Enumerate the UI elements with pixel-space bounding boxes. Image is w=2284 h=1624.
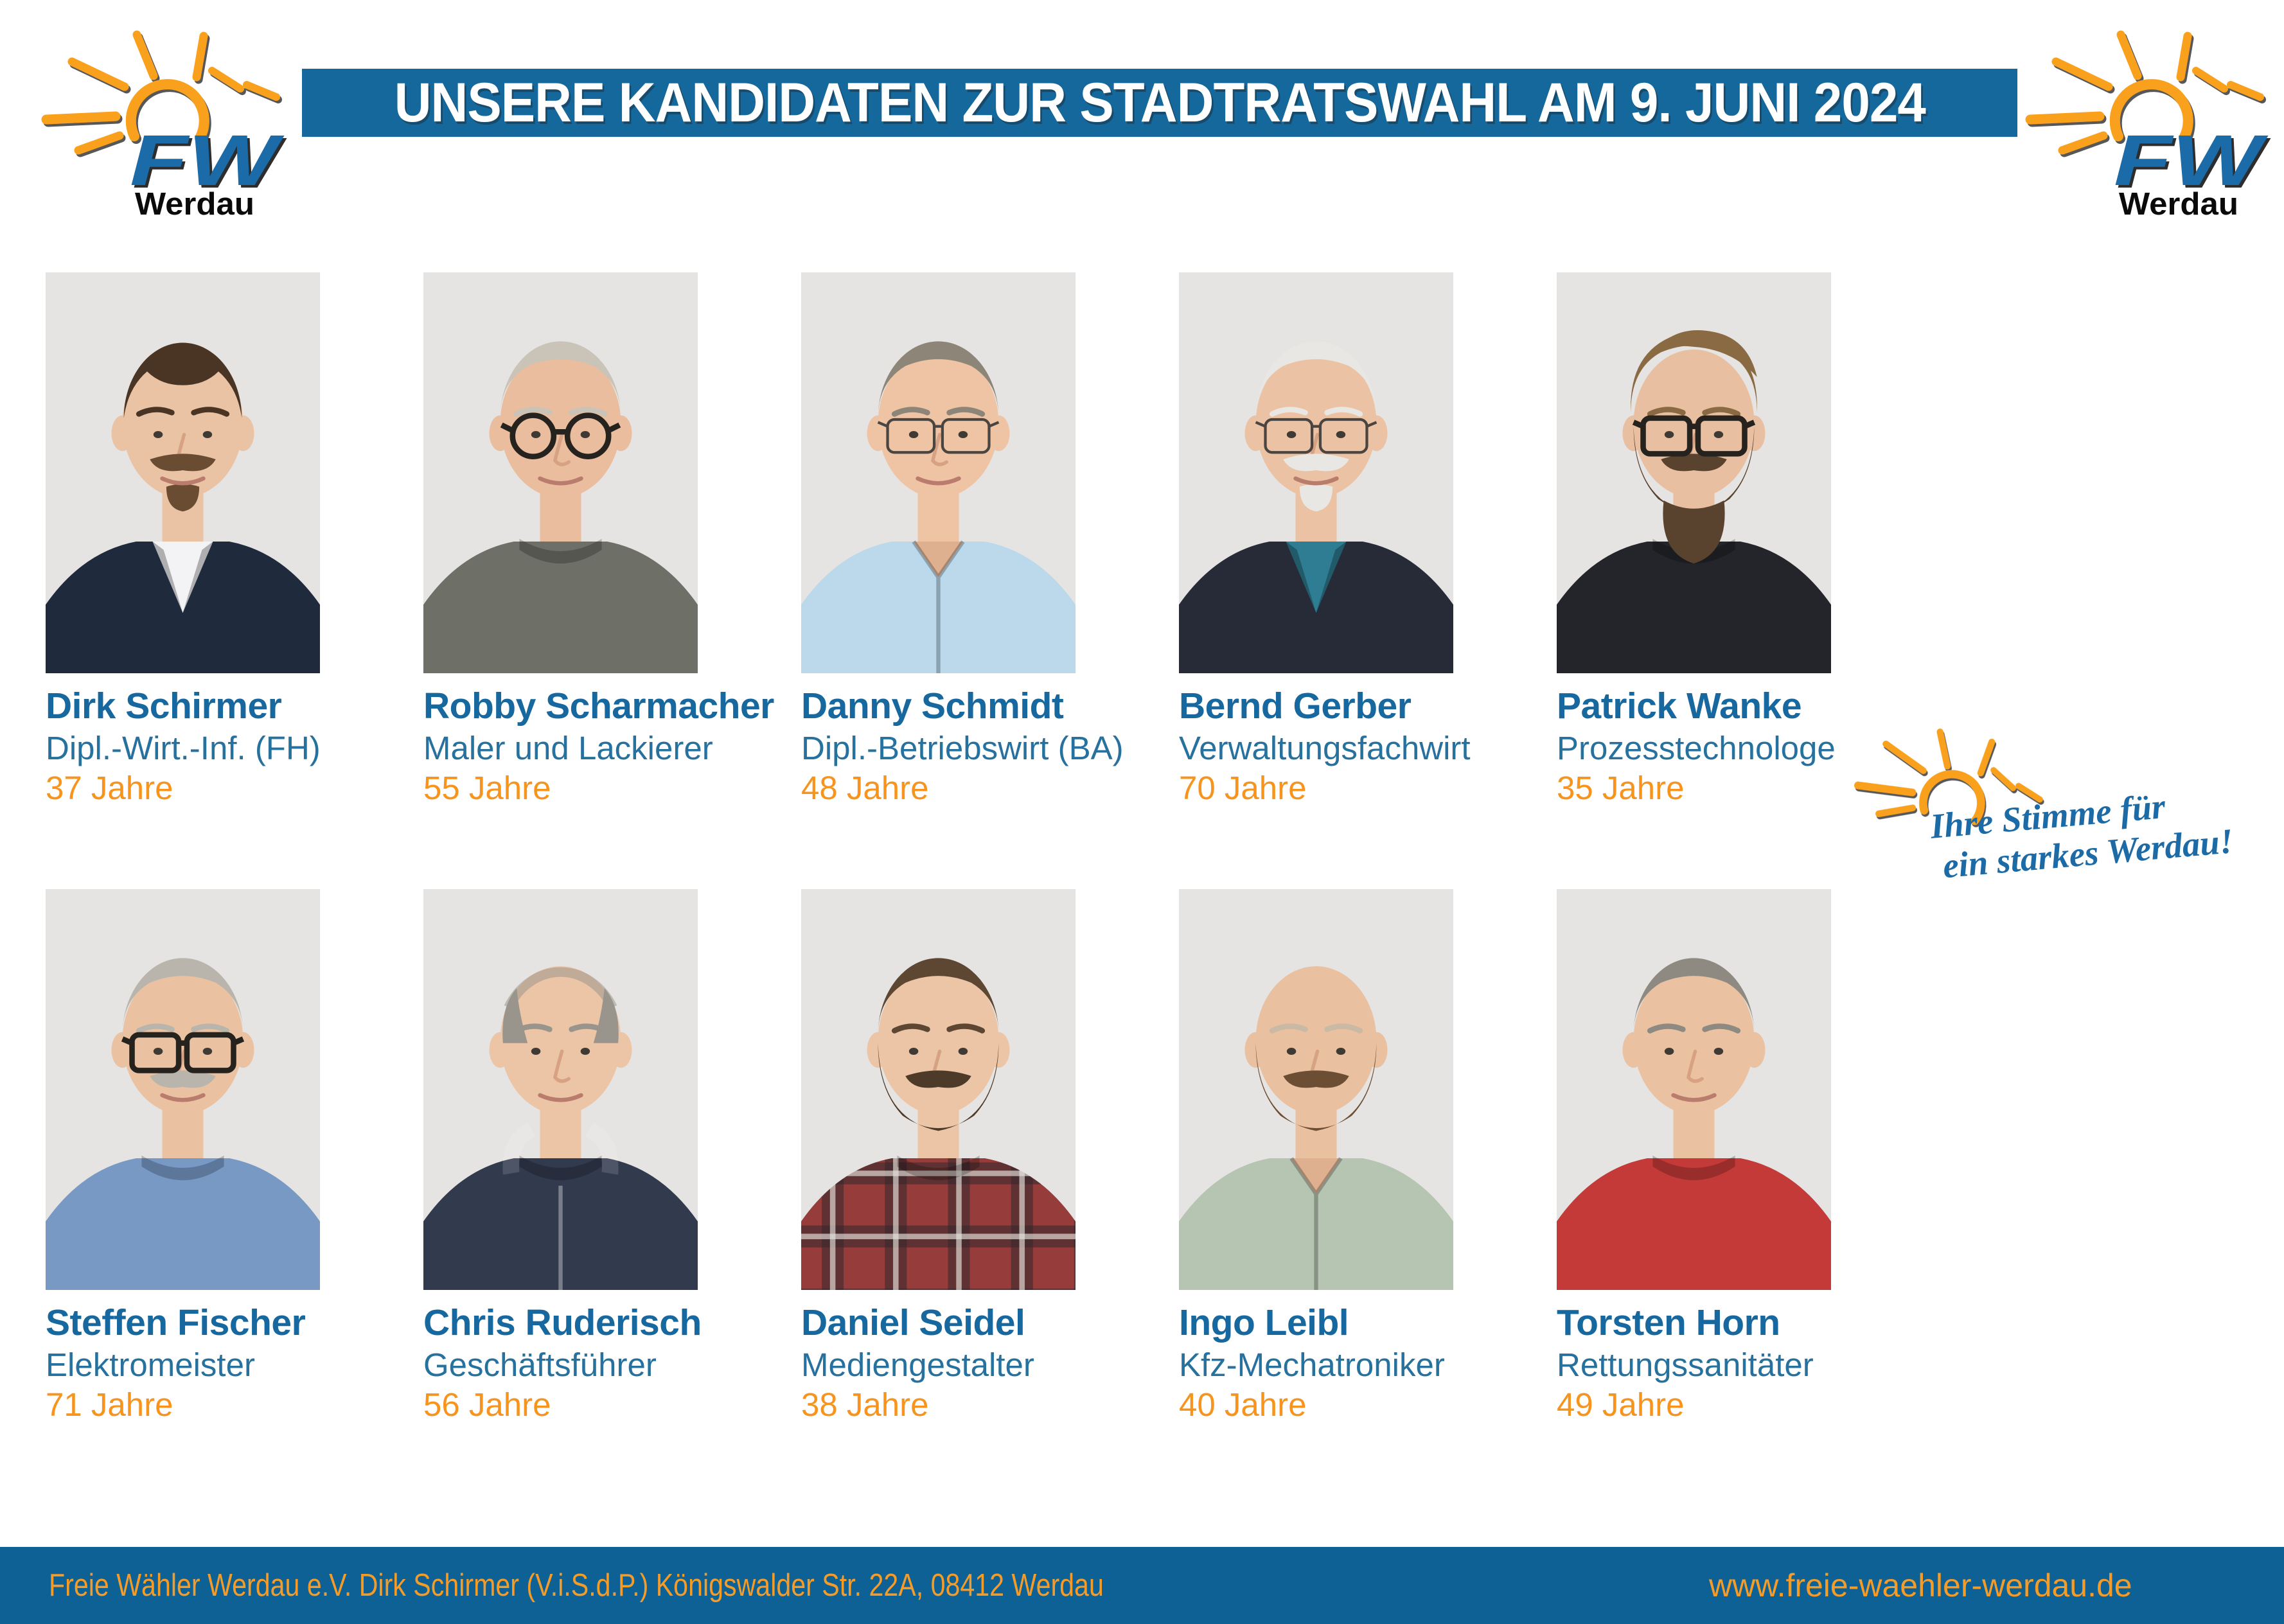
- candidate-name: Dirk Schirmer: [46, 685, 282, 727]
- candidate-photo: [1557, 889, 1831, 1290]
- fw-logo-text-shadow: FW: [132, 123, 287, 203]
- footer-bar: Freie Wähler Werdau e.V. Dirk Schirmer (…: [0, 1547, 2284, 1624]
- candidate-photo: [1557, 272, 1831, 673]
- candidate-profession: Rettungssanitäter: [1557, 1346, 1814, 1383]
- fw-logo-text: FW: [130, 120, 285, 200]
- candidate-profession: Dipl.-Betriebswirt (BA): [801, 729, 1124, 766]
- page-title: UNSERE KANDIDATEN ZUR STADTRATSWAHL AM 9…: [394, 71, 1925, 134]
- avatar-illustration: [801, 958, 1076, 1290]
- candidate-photo: [46, 272, 320, 673]
- candidate-name: Patrick Wanke: [1557, 685, 1802, 727]
- avatar-illustration: [801, 341, 1076, 673]
- candidate-photo: [423, 272, 698, 673]
- candidate-photo: [801, 889, 1076, 1290]
- candidate-photo: [46, 889, 320, 1290]
- candidate-name: Chris Ruderisch: [423, 1302, 702, 1343]
- avatar-illustration: [1179, 341, 1453, 673]
- candidate-photo: [1179, 272, 1453, 673]
- fw-logo-city-text: Werdau: [2119, 187, 2238, 222]
- candidate-card: Bernd Gerber Verwaltungsfachwirt 70 Jahr…: [1179, 272, 1471, 807]
- avatar-illustration: [1557, 330, 1831, 673]
- candidate-profession: Dipl.-Wirt.-Inf. (FH): [46, 729, 321, 766]
- candidate-age: 70 Jahre: [1179, 770, 1307, 807]
- candidate-profession: Geschäftsführer: [423, 1346, 657, 1383]
- candidate-name: Danny Schmidt: [801, 685, 1064, 727]
- avatar-illustration: [46, 958, 320, 1290]
- candidate-name: Ingo Leibl: [1179, 1302, 1349, 1343]
- imprint-text: Freie Wähler Werdau e.V. Dirk Schirmer (…: [49, 1568, 1104, 1603]
- candidate-age: 38 Jahre: [801, 1386, 929, 1424]
- candidate-name: Robby Scharmacher: [423, 685, 774, 727]
- fw-werdau-logo-left: FW FW Werdau: [39, 24, 287, 222]
- candidate-age: 48 Jahre: [801, 770, 929, 807]
- candidate-name: Steffen Fischer: [46, 1302, 306, 1343]
- candidate-card: Dirk Schirmer Dipl.-Wirt.-Inf. (FH) 37 J…: [46, 272, 321, 807]
- fw-werdau-logo-right: FW FW Werdau: [2023, 24, 2271, 222]
- candidate-card: Robby Scharmacher Maler und Lackierer 55…: [423, 272, 774, 807]
- avatar-illustration: [1557, 958, 1831, 1290]
- candidate-name: Torsten Horn: [1557, 1302, 1780, 1343]
- candidate-age: 37 Jahre: [46, 770, 173, 807]
- candidate-profession: Kfz-Mechatroniker: [1179, 1346, 1445, 1383]
- avatar-illustration: [1179, 966, 1453, 1290]
- candidate-name: Bernd Gerber: [1179, 685, 1412, 727]
- avatar-illustration: [46, 342, 320, 673]
- candidate-photo: [801, 272, 1076, 673]
- candidate-profession: Mediengestalter: [801, 1346, 1034, 1383]
- candidate-age: 49 Jahre: [1557, 1386, 1685, 1424]
- candidate-profession: Verwaltungsfachwirt: [1179, 729, 1471, 766]
- avatar-illustration: [423, 966, 698, 1290]
- candidate-age: 40 Jahre: [1179, 1386, 1307, 1424]
- candidate-card: Danny Schmidt Dipl.-Betriebswirt (BA) 48…: [801, 272, 1124, 807]
- candidate-photo: [1179, 889, 1453, 1290]
- candidate-name: Daniel Seidel: [801, 1302, 1025, 1343]
- candidate-card: Ingo Leibl Kfz-Mechatroniker 40 Jahre: [1179, 889, 1453, 1422]
- fw-logo-text: FW: [2114, 120, 2269, 200]
- website-url: www.freie-waehler-werdau.de: [1709, 1567, 2132, 1603]
- candidate-age: 71 Jahre: [46, 1386, 173, 1424]
- header-banner: UNSERE KANDIDATEN ZUR STADTRATSWAHL AM 9…: [302, 69, 2017, 137]
- candidate-profession: Maler und Lackierer: [423, 729, 713, 766]
- candidate-profession: Elektromeister: [46, 1346, 255, 1383]
- candidate-photo: [423, 889, 698, 1290]
- candidate-row-2: Steffen Fischer Elektromeister 71 Jahre …: [46, 889, 1831, 1422]
- avatar-illustration: [423, 341, 698, 673]
- candidate-card: Chris Ruderisch Geschäftsführer 56 Jahre: [423, 889, 702, 1424]
- candidate-card: Daniel Seidel Mediengestalter 38 Jahre: [801, 889, 1076, 1422]
- candidate-card: Steffen Fischer Elektromeister 71 Jahre: [46, 889, 320, 1422]
- candidate-card: Patrick Wanke Prozesstechnologe 35 Jahre: [1557, 272, 1836, 807]
- candidate-row-1: Dirk Schirmer Dipl.-Wirt.-Inf. (FH) 37 J…: [46, 272, 1836, 807]
- fw-logo-text-shadow: FW: [2116, 123, 2271, 203]
- candidate-card: Torsten Horn Rettungssanitäter 49 Jahre: [1557, 889, 1831, 1422]
- candidate-age: 35 Jahre: [1557, 770, 1685, 807]
- candidate-age: 55 Jahre: [423, 770, 551, 807]
- candidate-age: 56 Jahre: [423, 1386, 551, 1424]
- fw-logo-city-text: Werdau: [135, 187, 254, 222]
- candidate-profession: Prozesstechnologe: [1557, 729, 1836, 766]
